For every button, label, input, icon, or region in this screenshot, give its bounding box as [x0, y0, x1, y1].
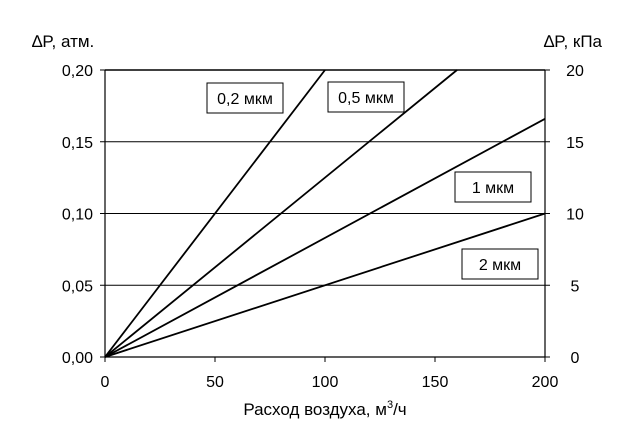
y-right-tick-label: 15	[566, 135, 584, 152]
series-label-box	[461, 248, 539, 280]
series-line-2	[104, 212, 546, 358]
x-tick-label: 100	[312, 374, 339, 391]
series-labels: 0,2 мкм 0,5 мкм 1 мкм 2 мкм	[206, 81, 539, 280]
series-line-0-2	[104, 69, 326, 358]
y-axis-right-title: ∆P, кПа	[544, 32, 603, 51]
series-label-text: 0,5 мкм	[338, 90, 394, 107]
x-axis-title: Расход воздуха, м3/ч	[243, 399, 406, 419]
y-left-tick-label: 0,10	[62, 207, 93, 224]
axes: 0,00 00,05 50,10 100,15 150,20 200 50 100 150 200	[62, 63, 584, 391]
x-tick-label: 0	[101, 374, 110, 391]
series-label-box	[206, 82, 284, 114]
y-left-tick-label: 0,00	[62, 350, 93, 367]
x-tick-label: 200	[532, 374, 559, 391]
series-line-0-5	[104, 69, 458, 358]
series-line-1	[104, 117, 546, 358]
y-left-tick-label: 0,20	[62, 63, 93, 80]
y-left-tick-label: 0,05	[62, 278, 93, 295]
series-label-box	[454, 171, 532, 203]
y-axis-left-title: ∆P, атм.	[32, 32, 94, 51]
series-label-text: 1 мкм	[472, 180, 514, 197]
x-tick-label: 150	[422, 374, 449, 391]
y-right-tick-label: 5	[571, 278, 580, 295]
series-label-text: 2 мкм	[479, 257, 521, 274]
y-right-tick-label: 20	[566, 63, 584, 80]
x-tick-label: 50	[206, 374, 224, 391]
series-label-box	[327, 81, 405, 113]
series-lines	[104, 69, 546, 358]
y-right-tick-label: 10	[566, 207, 584, 224]
y-left-tick-label: 0,15	[62, 135, 93, 152]
y-right-tick-label: 0	[571, 350, 580, 367]
series-label-text: 0,2 мкм	[217, 91, 273, 108]
